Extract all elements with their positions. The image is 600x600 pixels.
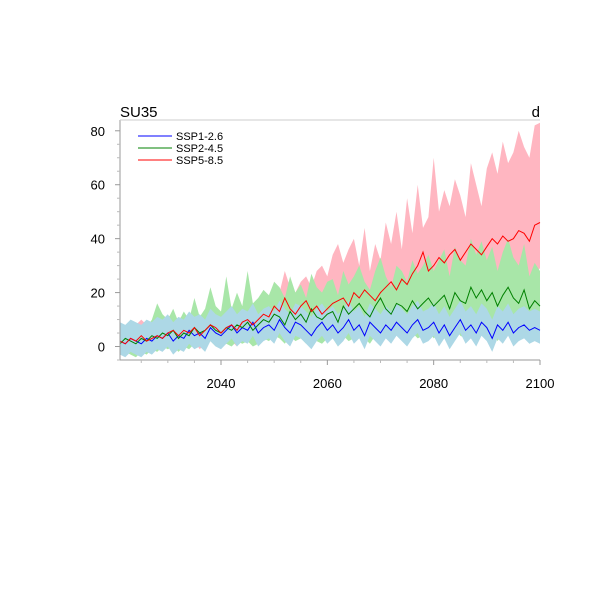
y-tick-label: 60 xyxy=(91,178,105,193)
line-ssp1-2-6 xyxy=(119,318,541,345)
line-ssp2-4-5 xyxy=(119,285,541,345)
y-tick-label: 0 xyxy=(98,340,105,355)
y-tick-label: 40 xyxy=(91,232,105,247)
x-tick-label: 2100 xyxy=(526,376,555,391)
y-tick-label: 20 xyxy=(91,286,105,301)
legend-label: SSP5-8.5 xyxy=(176,155,223,167)
chart-title-left: SU35 xyxy=(120,104,158,121)
band-ssp1-2-6 xyxy=(120,300,540,358)
chart-title-right: d xyxy=(532,104,540,121)
legend-label: SSP2-4.5 xyxy=(176,143,223,155)
y-tick-label: 80 xyxy=(91,124,105,139)
x-tick-label: 2040 xyxy=(207,376,236,391)
x-tick-label: 2060 xyxy=(313,376,342,391)
series-lines xyxy=(119,222,541,345)
uncertainty-bands xyxy=(120,122,540,358)
x-tick-label: 2080 xyxy=(419,376,448,391)
line-ssp5-8-5 xyxy=(119,222,541,345)
legend-label: SSP1-2.6 xyxy=(176,131,223,143)
